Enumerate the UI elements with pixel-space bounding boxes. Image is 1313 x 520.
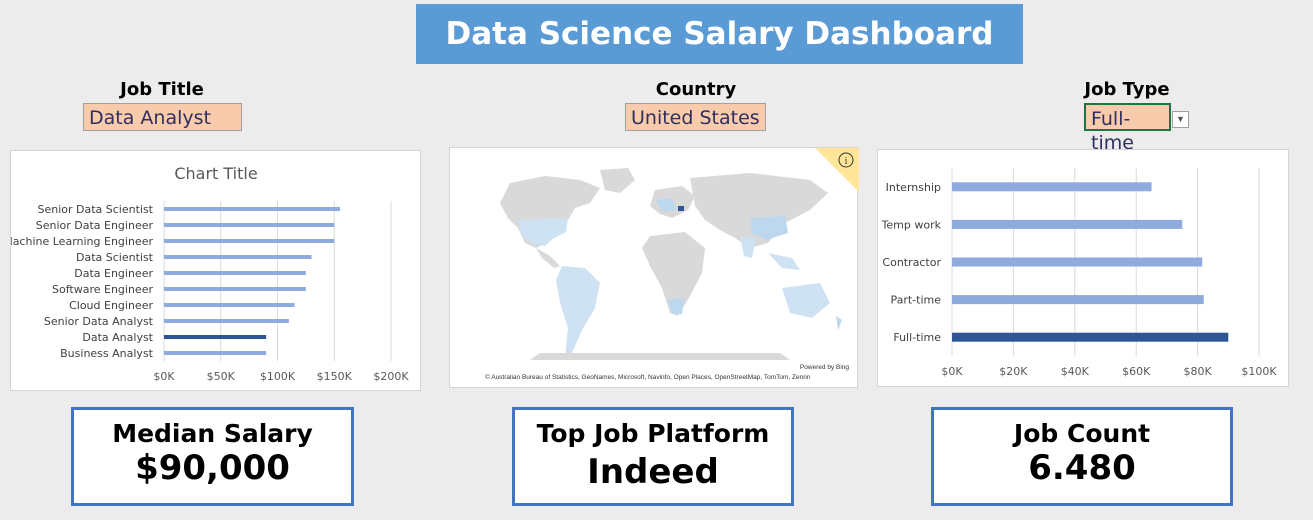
- map-australia: [782, 283, 830, 318]
- x-tick-label: $0K: [153, 370, 175, 383]
- map-land: [500, 168, 842, 360]
- top-job-platform-label: Top Job Platform: [536, 419, 770, 448]
- y-category-label: Senior Data Scientist: [37, 203, 153, 216]
- y-category-label: Machine Learning Engineer: [11, 235, 153, 248]
- y-category-label: Software Engineer: [52, 283, 153, 296]
- map-south-america: [556, 266, 600, 358]
- bar[interactable]: [164, 207, 340, 211]
- y-category-label: Contractor: [882, 256, 941, 269]
- bar[interactable]: [164, 287, 306, 291]
- bar[interactable]: [164, 255, 312, 259]
- map-attribution: © Australian Bureau of Statistics, GeoNa…: [485, 374, 811, 381]
- job-type-salary-chart[interactable]: $0K $20K $40K $60K $80K $100K Internship Temp w…: [877, 149, 1289, 387]
- map-central-america: [536, 248, 560, 268]
- info-icon: [838, 152, 854, 168]
- y-category-label: Senior Data Engineer: [36, 219, 154, 232]
- job-title-salary-svg: Chart Title $0K $50K $100K $150K $200K Senior …: [11, 164, 409, 383]
- y-category-label: Full-time: [893, 331, 941, 344]
- job-title-filter[interactable]: Data Analyst: [83, 103, 242, 131]
- y-category-label: Business Analyst: [60, 347, 154, 360]
- y-category-label: Part-time: [890, 294, 941, 307]
- y-category-label: Senior Data Analyst: [44, 315, 154, 328]
- bar-highlighted[interactable]: [952, 332, 1229, 342]
- job-title-label: Job Title: [120, 79, 204, 100]
- bar[interactable]: [164, 239, 335, 243]
- bar[interactable]: [952, 295, 1204, 305]
- job-type-dropdown-button[interactable]: ▼: [1172, 111, 1189, 128]
- bar[interactable]: [164, 271, 306, 275]
- world-map: i: [500, 148, 859, 360]
- job-count-card: Job Count 6.480: [931, 407, 1233, 506]
- map-asia: [690, 173, 828, 248]
- x-tick-label: $0K: [941, 365, 963, 378]
- y-category-label: Data Scientist: [76, 251, 154, 264]
- y-category-label: Internship: [886, 181, 941, 194]
- map-antarctica: [530, 353, 790, 360]
- dashboard-title: Data Science Salary Dashboard: [416, 4, 1023, 64]
- x-tick-label: $20K: [999, 365, 1028, 378]
- map-united-states: [518, 218, 568, 246]
- job-count-label: Job Count: [1013, 419, 1151, 448]
- bar-highlighted[interactable]: [164, 335, 267, 339]
- bar[interactable]: [164, 319, 289, 323]
- y-category-label: Cloud Engineer: [69, 299, 153, 312]
- country-map[interactable]: i Powered by Bing © Australian Bureau of…: [449, 147, 859, 388]
- map-china: [750, 216, 788, 240]
- job-type-label: Job Type: [1084, 79, 1170, 100]
- x-tick-label: $60K: [1122, 365, 1151, 378]
- top-job-platform-card: Top Job Platform Indeed: [512, 407, 794, 506]
- chart-title: Chart Title: [174, 164, 257, 183]
- map-greenland: [600, 168, 635, 193]
- x-tick-label: $50K: [207, 370, 236, 383]
- info-badge: [815, 148, 859, 192]
- x-tick-label: $200K: [373, 370, 409, 383]
- map-selected-country: [678, 206, 684, 211]
- y-category-label: Data Analyst: [82, 331, 153, 344]
- map-africa: [642, 232, 705, 316]
- job-type-salary-svg: $0K $20K $40K $60K $80K $100K Internship Temp w…: [881, 168, 1277, 378]
- x-tick-label: $40K: [1061, 365, 1090, 378]
- median-salary-label: Median Salary: [112, 419, 313, 448]
- bar[interactable]: [164, 223, 335, 227]
- bar[interactable]: [952, 182, 1152, 192]
- x-tick-label: $150K: [317, 370, 353, 383]
- map-new-zealand: [836, 316, 842, 330]
- map-powered-by: Powered by Bing: [799, 364, 849, 371]
- job-count-value: 6.480: [1028, 448, 1136, 488]
- map-europe-highlight: [656, 198, 676, 212]
- y-category-label: Temp work: [881, 218, 942, 231]
- y-category-label: Data Engineer: [74, 267, 153, 280]
- top-job-platform-value: Indeed: [587, 452, 719, 492]
- country-filter[interactable]: United States: [625, 103, 766, 131]
- bar[interactable]: [952, 219, 1183, 229]
- map-india: [740, 236, 756, 258]
- median-salary-card: Median Salary $90,000: [71, 407, 354, 506]
- median-salary-value: $90,000: [135, 448, 290, 488]
- bar[interactable]: [164, 303, 295, 307]
- bar[interactable]: [952, 257, 1203, 267]
- svg-text:i: i: [845, 156, 848, 167]
- x-tick-label: $100K: [260, 370, 296, 383]
- country-label: Country: [655, 79, 737, 100]
- map-south-africa: [668, 298, 684, 314]
- x-tick-label: $100K: [1241, 365, 1277, 378]
- bar[interactable]: [164, 351, 267, 355]
- job-title-salary-chart[interactable]: Chart Title $0K $50K $100K $150K $200K Senior …: [10, 150, 421, 391]
- x-tick-label: $80K: [1183, 365, 1212, 378]
- map-southeast-asia: [768, 253, 800, 270]
- job-type-filter[interactable]: Full-time: [1084, 103, 1171, 154]
